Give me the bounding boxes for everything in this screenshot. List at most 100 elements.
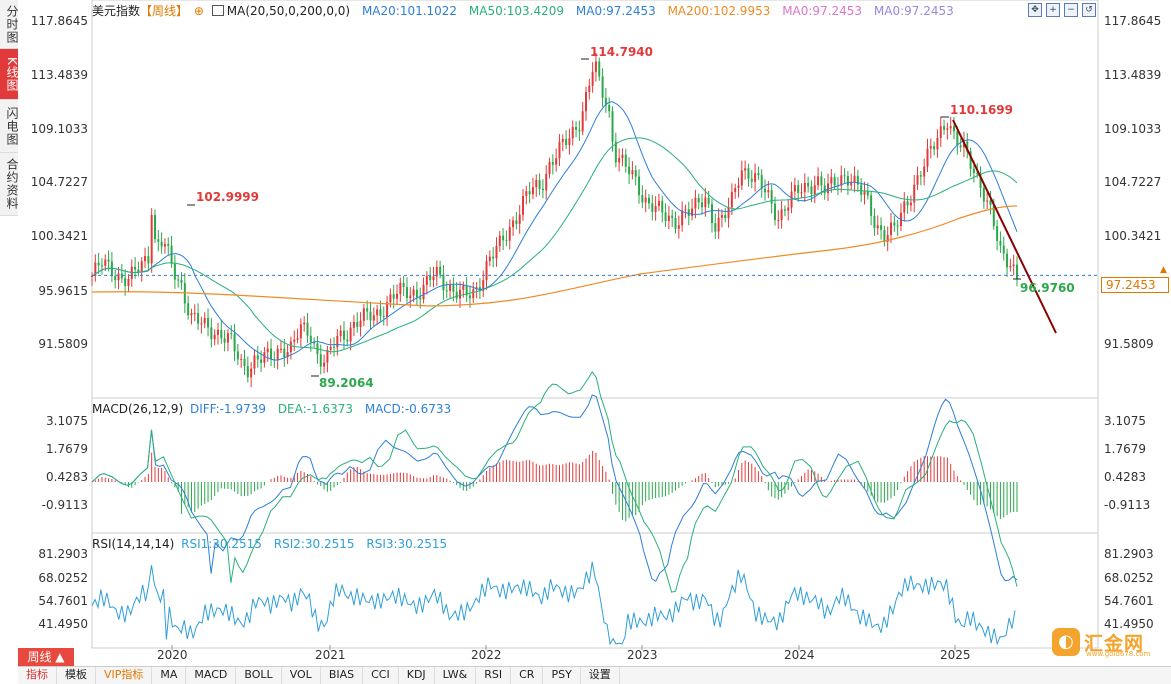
candle-body xyxy=(571,127,574,139)
candle-body xyxy=(323,362,326,367)
candle-body xyxy=(319,354,322,367)
zoom-in-icon[interactable]: + xyxy=(1046,3,1060,17)
candle-body xyxy=(684,209,687,211)
candle-body xyxy=(634,170,637,177)
tab-cr[interactable]: CR xyxy=(511,667,544,684)
reset-icon[interactable]: ↺ xyxy=(1082,3,1096,17)
candle-body xyxy=(352,321,355,328)
candle-body xyxy=(664,212,667,221)
tab-bias[interactable]: BIAS xyxy=(321,667,364,684)
candle-body xyxy=(303,322,306,325)
candle-body xyxy=(843,175,846,177)
tab-settings[interactable]: 设置 xyxy=(581,667,620,684)
candle-body xyxy=(409,295,412,299)
candle-body xyxy=(926,148,929,167)
tab-vip-indicators[interactable]: VIP指标 xyxy=(96,667,153,684)
rsi-tick-right-0: 81.2903 xyxy=(1104,547,1154,561)
candle-body xyxy=(412,289,415,296)
candle-body xyxy=(923,166,926,177)
candle-body xyxy=(919,175,922,177)
price-tick-right-2: 109.1033 xyxy=(1104,122,1162,136)
candle-body xyxy=(548,162,551,174)
candle-body xyxy=(495,246,498,259)
price-tick-left-1: 113.4839 xyxy=(30,68,88,82)
tab-ma[interactable]: MA xyxy=(152,667,187,684)
down-trendline xyxy=(952,119,1057,334)
tab-boll[interactable]: BOLL xyxy=(236,667,282,684)
settings-icon[interactable]: ⊕ xyxy=(193,4,204,18)
sidebar-tab-contract-info[interactable]: 合约资料 xyxy=(0,153,19,216)
year-label-2020: 2020 xyxy=(157,648,188,662)
candle-body xyxy=(714,223,717,232)
zoom-out-icon[interactable]: − xyxy=(1064,3,1078,17)
tab-psy[interactable]: PSY xyxy=(543,667,581,684)
candle-body xyxy=(459,289,462,299)
candle-body xyxy=(936,137,939,150)
period-tag: 【周线】 xyxy=(140,4,189,18)
tab-rsi[interactable]: RSI xyxy=(476,667,512,684)
tab-macd[interactable]: MACD xyxy=(186,667,237,684)
tab-cci[interactable]: CCI xyxy=(363,667,399,684)
candle-body xyxy=(604,97,607,105)
candle-body xyxy=(213,334,216,340)
candle-body xyxy=(1009,266,1012,268)
candle-body xyxy=(581,111,584,132)
candle-body xyxy=(522,196,525,215)
candle-body xyxy=(611,111,614,142)
tab-kdj[interactable]: KDJ xyxy=(399,667,435,684)
macd-value: MACD:-0.6733 xyxy=(364,402,452,416)
macd-legend: MACD(26,12,9) DIFF:-1.9739 DEA:-1.6373 M… xyxy=(92,402,459,416)
candle-body xyxy=(691,208,694,216)
tab-indicators[interactable]: 指标 xyxy=(18,667,57,684)
candle-body xyxy=(429,276,432,280)
sidebar-tab-timeshare[interactable]: 分时图 xyxy=(0,0,19,49)
candle-body xyxy=(856,175,859,185)
candle-body xyxy=(976,173,979,175)
sidebar-tab-kline[interactable]: K线图 xyxy=(0,49,19,100)
candle-body xyxy=(525,191,528,197)
candle-body xyxy=(913,184,916,203)
move-icon[interactable]: ✥ xyxy=(1028,3,1042,17)
candle-body xyxy=(246,366,249,378)
candle-body xyxy=(880,225,883,230)
candle-body xyxy=(299,324,302,339)
candle-body xyxy=(628,166,631,175)
period-selector-button[interactable]: 周线 ▲ xyxy=(18,648,74,666)
candle-body xyxy=(170,245,173,264)
candle-body xyxy=(767,190,770,193)
ma50-value: MA50:103.4209 xyxy=(468,4,565,18)
alert-arrow-icon[interactable]: ▲ xyxy=(1160,265,1167,275)
candle-body xyxy=(870,195,873,216)
candle-body xyxy=(558,141,561,159)
candle-body xyxy=(455,291,458,299)
candle-body xyxy=(555,158,558,165)
candle-body xyxy=(439,266,442,275)
candle-body xyxy=(943,126,946,130)
candle-body xyxy=(886,235,889,243)
candle-body xyxy=(764,188,767,193)
tab-vol[interactable]: VOL xyxy=(282,667,321,684)
chart-toolbar: ✥ + − ↺ xyxy=(1028,3,1096,17)
candle-body xyxy=(754,173,757,182)
macd-tick-left-1: 1.7679 xyxy=(46,442,88,456)
candle-body xyxy=(677,225,680,229)
candle-body xyxy=(1002,245,1005,254)
candle-body xyxy=(565,138,568,146)
rsi-tick-right-1: 68.0252 xyxy=(1104,571,1154,585)
sidebar-tab-flash[interactable]: 闪电图 xyxy=(0,100,19,153)
year-label-2021: 2021 xyxy=(315,648,346,662)
candle-body xyxy=(866,191,869,196)
candle-body xyxy=(727,207,730,219)
candle-body xyxy=(233,333,236,352)
tab-templates[interactable]: 模板 xyxy=(57,667,96,684)
candle-body xyxy=(598,61,601,77)
candle-body xyxy=(621,154,624,158)
candle-body xyxy=(704,197,707,208)
candle-body xyxy=(674,217,677,229)
candle-body xyxy=(750,178,753,182)
tab-lw[interactable]: LW& xyxy=(435,667,477,684)
candle-body xyxy=(107,259,110,262)
candle-body xyxy=(293,339,296,342)
candle-body xyxy=(594,61,597,72)
